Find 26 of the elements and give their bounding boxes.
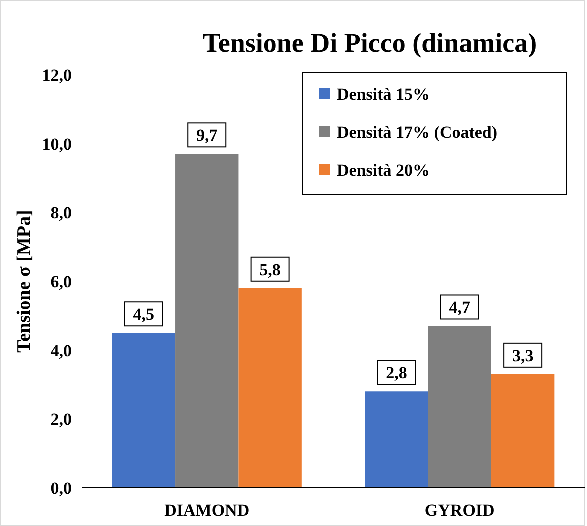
bar <box>491 374 555 488</box>
y-axis-title: Tensione σ [MPa] <box>14 210 35 353</box>
bar <box>428 326 492 488</box>
data-label: 4,5 <box>133 305 155 324</box>
legend-label: Densità 20% <box>337 161 430 180</box>
x-tick-label: GYROID <box>424 501 495 520</box>
data-label: 4,7 <box>449 298 472 318</box>
y-tick-label: 10,0 <box>42 134 72 154</box>
bar <box>176 154 239 488</box>
bar <box>365 392 428 488</box>
y-tick-label: 12,0 <box>42 66 72 85</box>
x-tick-label: DIAMOND <box>164 501 250 520</box>
y-tick-label: 2,0 <box>50 410 72 430</box>
bar <box>112 333 176 488</box>
y-tick-label: 4,0 <box>50 341 72 360</box>
data-label: 3,3 <box>512 346 534 366</box>
y-tick-label: 6,0 <box>50 272 72 292</box>
legend-label: Densità 17% (Coated) <box>337 123 498 142</box>
chart-title: Tensione Di Picco (dinamica) <box>202 28 538 58</box>
data-label: 5,8 <box>260 260 281 280</box>
y-tick-label: 0,0 <box>50 479 72 498</box>
y-tick-label: 8,0 <box>50 204 72 223</box>
bar <box>238 288 302 488</box>
data-label: 2,8 <box>386 364 408 383</box>
data-label: 9,7 <box>196 126 218 146</box>
legend-label: Densità 15% <box>337 85 430 104</box>
